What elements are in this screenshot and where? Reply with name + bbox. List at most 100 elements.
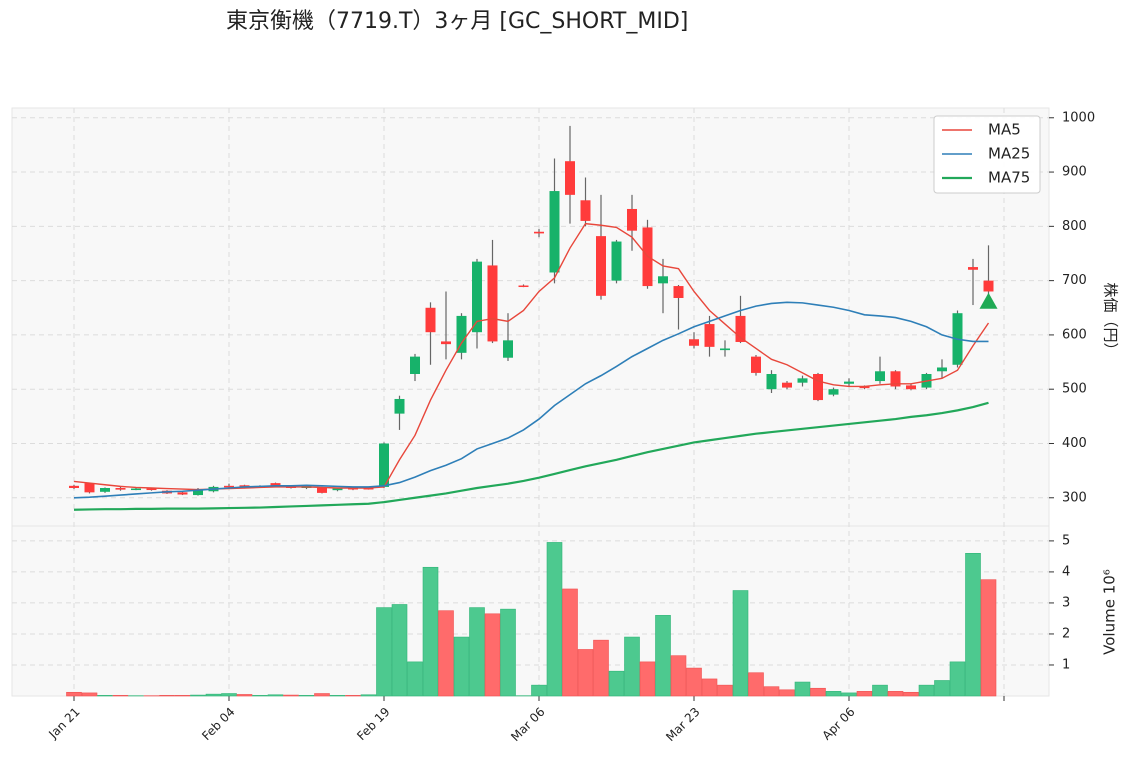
candle-body bbox=[146, 488, 157, 491]
candle-body bbox=[394, 398, 405, 414]
candle-body bbox=[937, 367, 947, 372]
y-tick-label: 400 bbox=[1062, 436, 1087, 451]
candle-body bbox=[193, 490, 203, 496]
candle-body bbox=[456, 315, 467, 353]
x-tick-label: Feb 19 bbox=[354, 705, 392, 743]
candle-body bbox=[317, 487, 327, 493]
volume-bar bbox=[453, 636, 470, 697]
volume-bar bbox=[267, 694, 284, 697]
volume-bar bbox=[841, 692, 857, 697]
volume-bar bbox=[779, 689, 795, 697]
candle-body bbox=[270, 483, 281, 486]
candle-body bbox=[782, 382, 792, 388]
legend: MA5 MA25 MA75 bbox=[933, 115, 1041, 194]
volume-bar bbox=[531, 684, 547, 697]
volume-bar bbox=[732, 590, 749, 697]
volume-bar bbox=[252, 695, 268, 697]
y-axis-label: 株価（円） bbox=[1102, 282, 1120, 357]
candle-body bbox=[735, 315, 746, 342]
y-tick-label: 300 bbox=[1062, 490, 1087, 505]
volume-bar bbox=[469, 607, 485, 697]
volume-tick-label: 3 bbox=[1062, 595, 1070, 610]
volume-bar bbox=[283, 694, 299, 697]
x-tick-label: Jan 21 bbox=[45, 705, 82, 742]
volume-bar bbox=[438, 610, 454, 697]
y-tick-label: 1000 bbox=[1062, 110, 1095, 125]
volume-bar bbox=[686, 667, 702, 697]
candle-body bbox=[100, 488, 110, 492]
candle-body bbox=[751, 356, 761, 373]
volume-bar bbox=[360, 694, 377, 697]
candle-body bbox=[627, 208, 637, 231]
candle-body bbox=[425, 307, 436, 333]
candle-body bbox=[224, 485, 234, 488]
volume-bar bbox=[391, 604, 408, 697]
chart-title: 東京衡機（7719.T）3ヶ月 [GC_SHORT_MID] bbox=[226, 9, 688, 34]
volume-bar bbox=[872, 684, 888, 697]
candle-body bbox=[983, 280, 994, 292]
volume-bar bbox=[546, 542, 563, 697]
candle-body bbox=[487, 265, 498, 342]
volume-bar bbox=[112, 695, 129, 697]
volume-bar bbox=[887, 691, 904, 697]
candle-body bbox=[363, 488, 374, 490]
candle-body bbox=[472, 261, 482, 333]
candle-body bbox=[84, 483, 95, 493]
volume-tick-label: 4 bbox=[1062, 564, 1070, 579]
volume-bar bbox=[949, 661, 966, 697]
candle-body bbox=[115, 488, 126, 490]
volume-bar bbox=[562, 588, 578, 697]
candle-body bbox=[69, 485, 79, 488]
volume-bar bbox=[810, 687, 826, 697]
volume-bar bbox=[298, 695, 315, 697]
volume-bar bbox=[221, 693, 237, 697]
candle-body bbox=[766, 374, 777, 390]
volume-axis-label: Volume 10⁶ bbox=[1101, 569, 1119, 655]
candle-body bbox=[844, 381, 854, 384]
volume-bar bbox=[608, 670, 625, 697]
volume-tick-label: 5 bbox=[1062, 533, 1070, 548]
volume-bar bbox=[701, 678, 718, 697]
volume-bar bbox=[205, 693, 222, 697]
volume-bar bbox=[903, 691, 919, 697]
legend-box bbox=[933, 115, 1041, 194]
volume-bar bbox=[980, 579, 997, 697]
volume-bar bbox=[314, 693, 330, 697]
y-tick-label: 500 bbox=[1062, 382, 1087, 397]
volume-bar bbox=[639, 661, 656, 697]
volume-bar bbox=[159, 695, 175, 697]
candle-body bbox=[410, 356, 420, 374]
volume-bar bbox=[174, 695, 191, 697]
candle-body bbox=[720, 348, 730, 351]
candle-body bbox=[441, 341, 451, 345]
y-tick-label: 800 bbox=[1062, 219, 1087, 234]
x-tick-label: Mar 23 bbox=[663, 705, 702, 744]
candle-body bbox=[503, 340, 513, 358]
volume-bar bbox=[794, 681, 811, 697]
candle-body bbox=[906, 385, 916, 390]
candle-body bbox=[875, 371, 885, 382]
volume-bar bbox=[655, 615, 671, 697]
ma-line bbox=[73, 401, 989, 511]
plot bbox=[66, 125, 998, 697]
volume-bar bbox=[918, 684, 935, 697]
legend-label: MA5 bbox=[988, 121, 1021, 139]
volume-bar bbox=[965, 552, 981, 697]
candle-body bbox=[131, 488, 141, 491]
candle-body bbox=[689, 339, 699, 346]
candle-body bbox=[596, 236, 606, 296]
candle-body bbox=[565, 161, 575, 195]
y-tick-label: 900 bbox=[1062, 165, 1087, 180]
legend-label: MA25 bbox=[988, 145, 1030, 163]
legend-label: MA75 bbox=[988, 169, 1030, 187]
price-panel bbox=[11, 107, 1050, 527]
volume-bar bbox=[825, 691, 842, 697]
volume-bar bbox=[66, 691, 82, 697]
signal-marker bbox=[979, 292, 998, 309]
volume-bar bbox=[856, 691, 873, 697]
volume-bar bbox=[670, 655, 687, 697]
candle-body bbox=[379, 443, 389, 487]
volume-bar bbox=[624, 636, 640, 697]
